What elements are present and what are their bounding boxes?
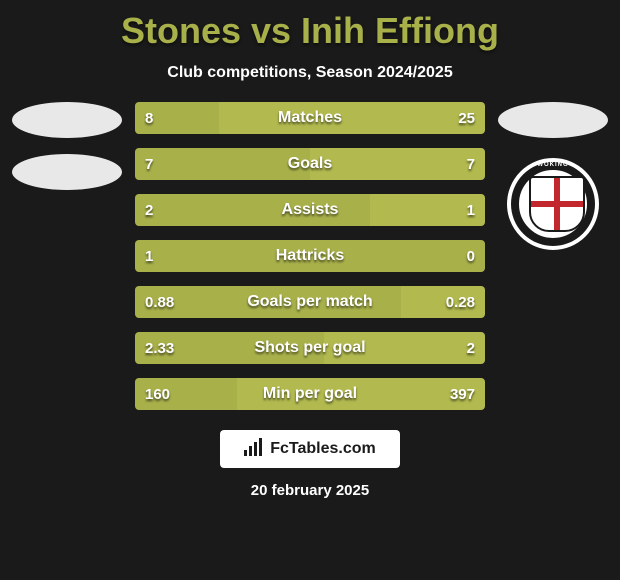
date-label: 20 february 2025 (0, 482, 620, 499)
stat-name: Matches (135, 102, 485, 134)
brand-logo[interactable]: FcTables.com (220, 430, 400, 468)
stat-name: Hattricks (135, 240, 485, 272)
chart-icon (244, 438, 264, 461)
crest-shield (529, 176, 585, 232)
club-crest: WOKING (503, 154, 603, 254)
stat-name: Goals (135, 148, 485, 180)
placeholder-badge (498, 102, 608, 138)
page-title: Stones vs Inih Effiong (0, 0, 620, 52)
brand-text: FcTables.com (270, 440, 376, 458)
stat-name: Shots per goal (135, 332, 485, 364)
stat-row: 77Goals (135, 148, 485, 180)
season-subtitle: Club competitions, Season 2024/2025 (0, 64, 620, 82)
crest-text: WOKING (507, 162, 599, 168)
stat-row: 825Matches (135, 102, 485, 134)
stat-bars: 825Matches 77Goals 21Assists 10Hattricks 0.8… (135, 102, 485, 410)
stat-row: 2.332Shots per goal (135, 332, 485, 364)
stat-row: 0.880.28Goals per match (135, 286, 485, 318)
placeholder-badge (12, 102, 122, 138)
placeholder-badge (12, 154, 122, 190)
comparison-content: 825Matches 77Goals 21Assists 10Hattricks 0.8… (0, 102, 620, 410)
stat-row: 10Hattricks (135, 240, 485, 272)
stat-row: 21Assists (135, 194, 485, 226)
stat-name: Assists (135, 194, 485, 226)
stat-name: Goals per match (135, 286, 485, 318)
left-badge-column (7, 102, 127, 190)
stat-name: Min per goal (135, 378, 485, 410)
stat-row: 160397Min per goal (135, 378, 485, 410)
right-badge-column: WOKING (493, 102, 613, 254)
